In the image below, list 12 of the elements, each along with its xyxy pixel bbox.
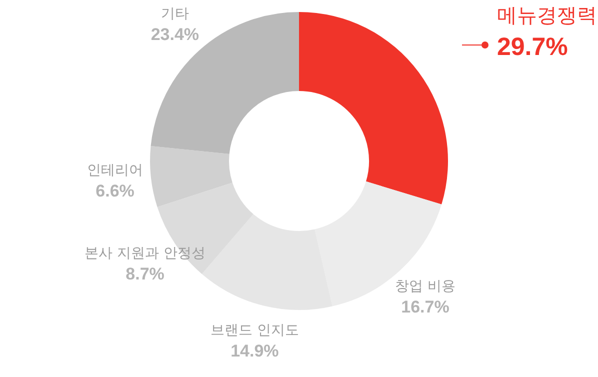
data-label: 16.7% (401, 297, 450, 316)
slice-label: 창업 비용 (394, 278, 456, 294)
data-label: 23.4% (150, 24, 200, 44)
data-label: 8.7% (126, 264, 164, 284)
slice-label: 메뉴경쟁력 (497, 3, 597, 27)
data-label: 6.6% (96, 182, 134, 201)
data-label: 14.9% (230, 342, 279, 361)
slice-label: 기타 (160, 6, 189, 22)
data-label: 29.7% (497, 33, 568, 61)
slice-label: 브랜드 인지도 (210, 322, 299, 339)
slice-label: 본사 지원과 안정성 (84, 246, 206, 262)
slice-label: 인테리어 (87, 162, 144, 179)
